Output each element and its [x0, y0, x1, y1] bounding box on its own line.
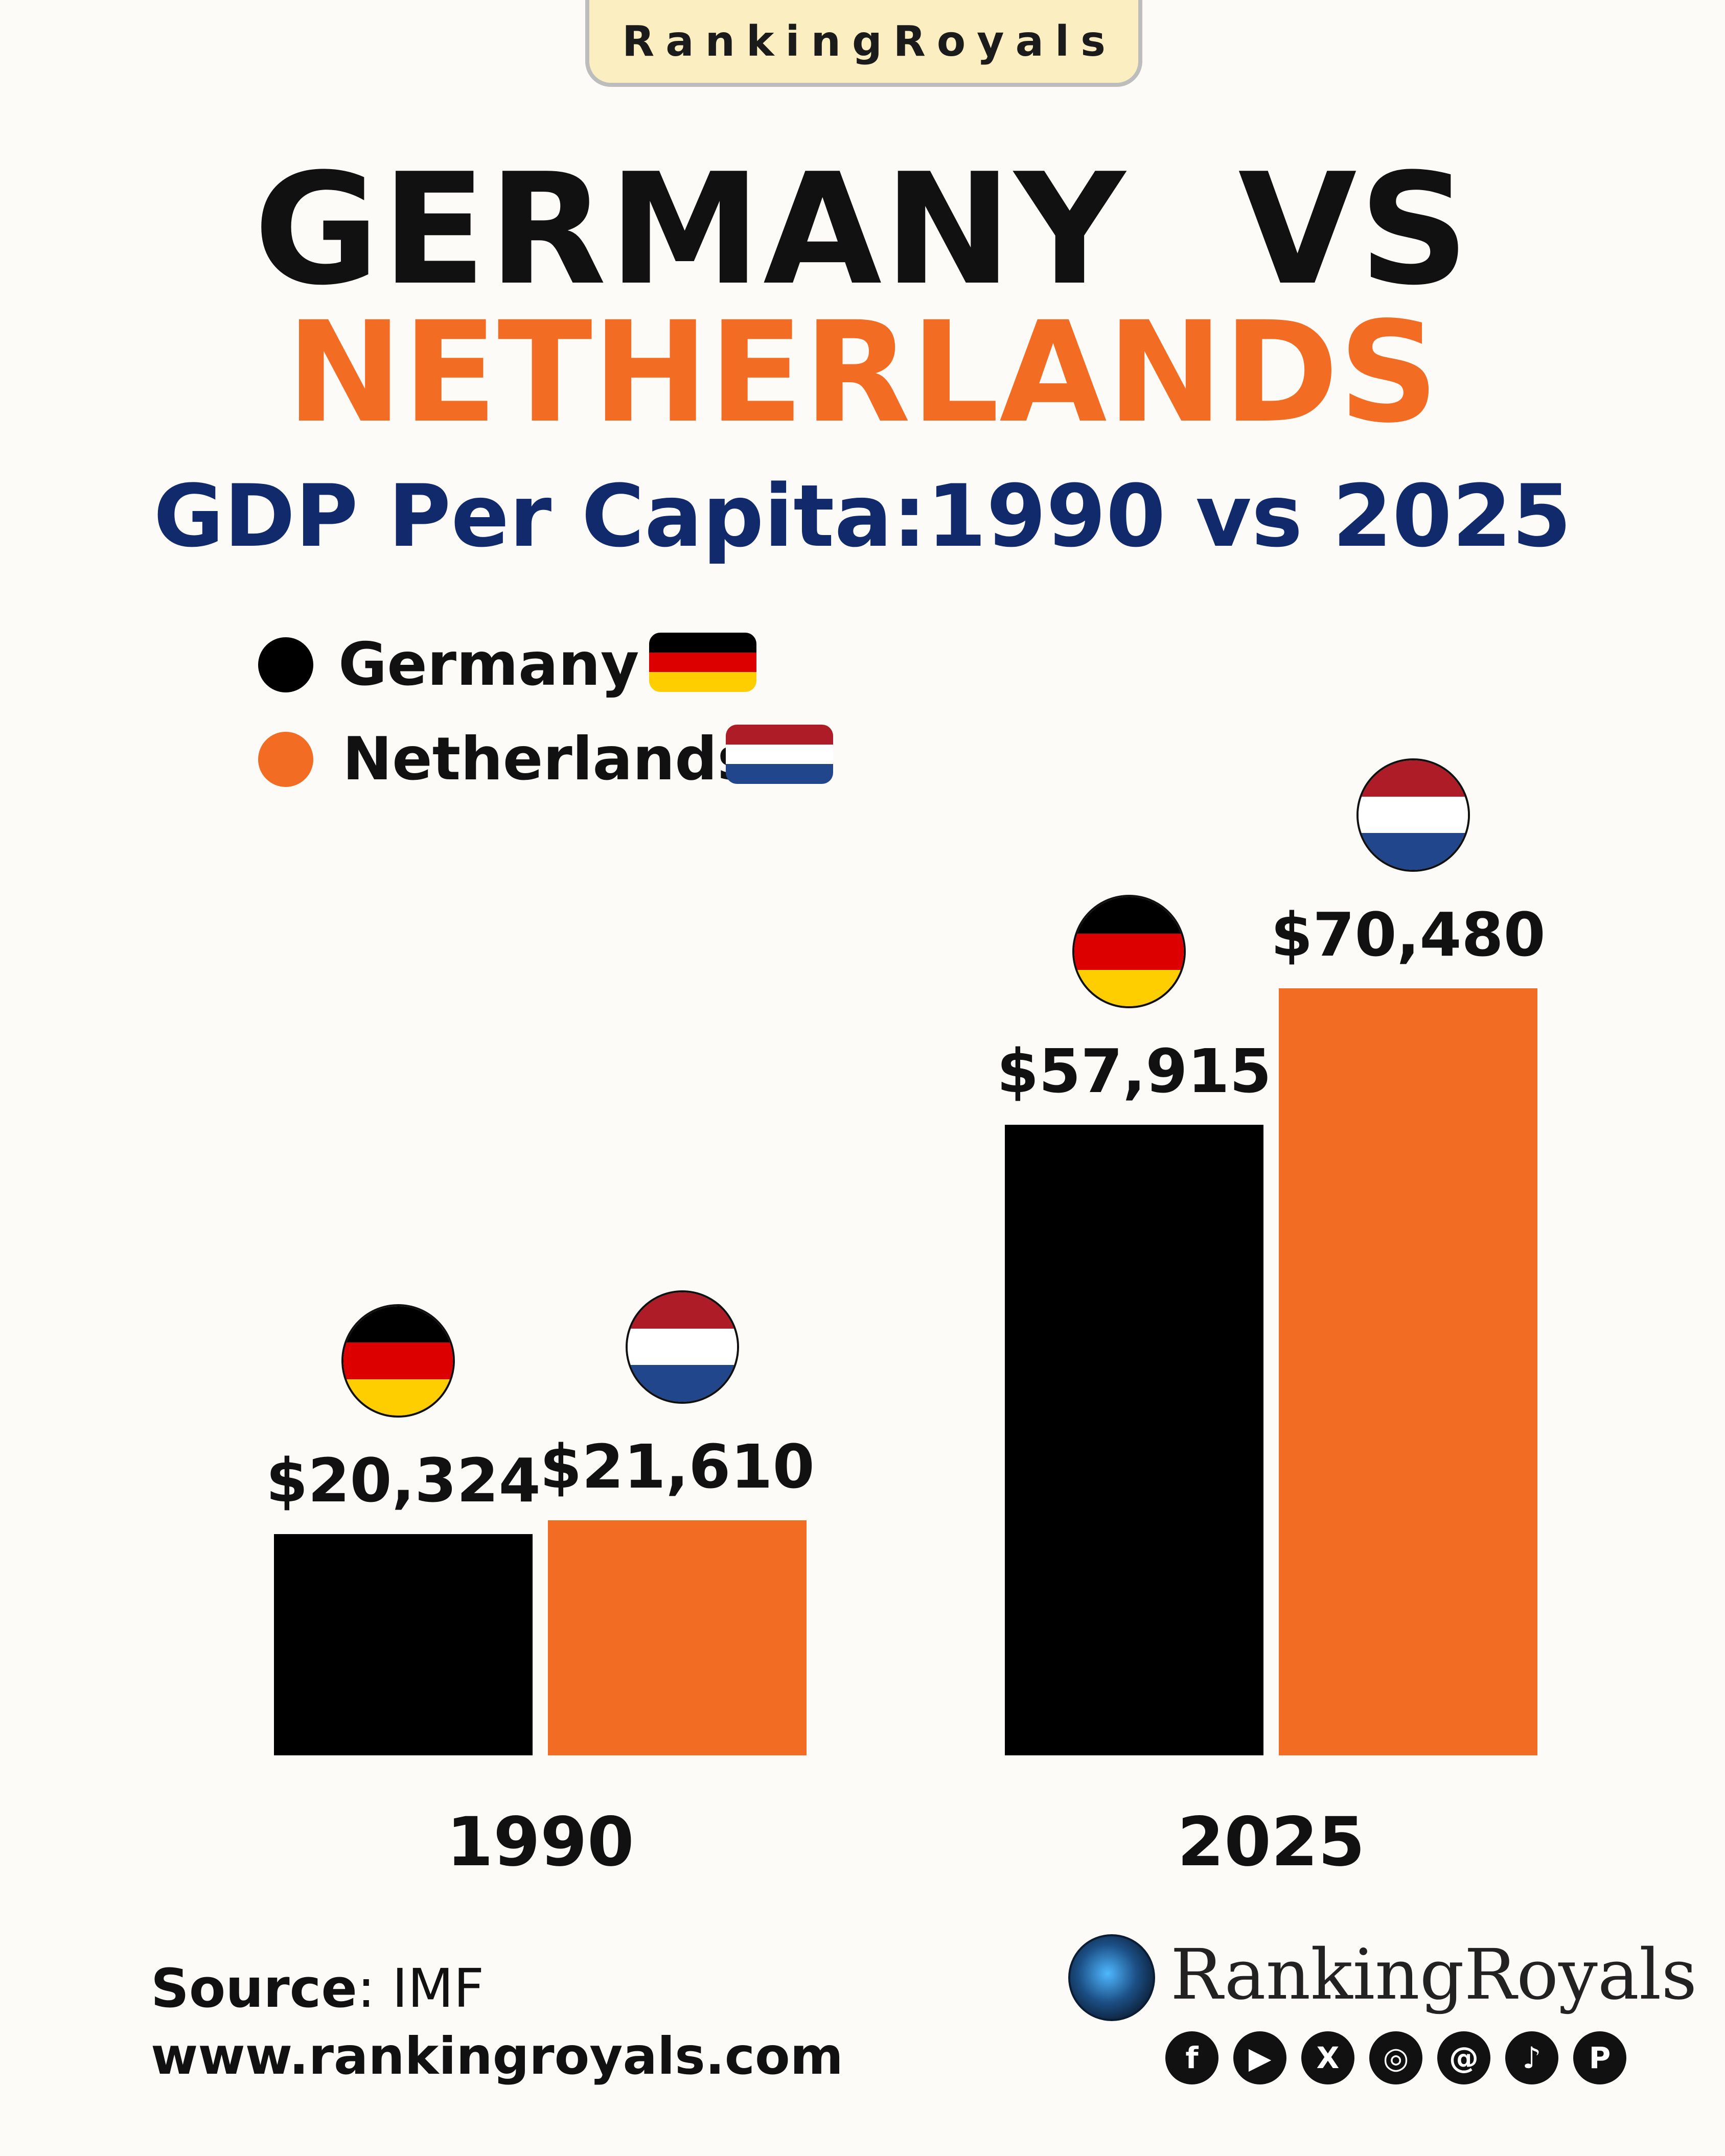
bar-germany-2025 — [1005, 1125, 1263, 1755]
germany-flag-circle-icon — [1072, 895, 1186, 1009]
source-value: : IMF — [357, 1957, 485, 2020]
website-link[interactable]: www.rankingroyals.com — [151, 2026, 843, 2086]
bar-germany-1990 — [274, 1534, 533, 1755]
facebook-icon[interactable]: f — [1165, 2031, 1218, 2084]
value-label-germany-2025: $57,915 — [997, 1036, 1272, 1107]
netherlands-flag-icon — [726, 725, 833, 784]
youtube-icon[interactable]: ▶ — [1233, 2031, 1286, 2084]
category-label-2025: 2025 — [1177, 1803, 1365, 1882]
category-label-1990: 1990 — [446, 1803, 634, 1882]
brand-badge: RankingRoyals — [585, 0, 1142, 87]
source-note: Source: IMF — [151, 1957, 484, 2020]
value-label-netherlands-2025: $70,480 — [1271, 899, 1546, 970]
tiktok-icon[interactable]: ♪ — [1505, 2031, 1558, 2084]
brand-globe-logo-icon — [1068, 1934, 1155, 2021]
legend-dot-netherlands — [258, 732, 313, 787]
threads-icon[interactable]: @ — [1437, 2031, 1490, 2084]
bar-netherlands-1990 — [548, 1520, 807, 1755]
bar-netherlands-2025 — [1279, 988, 1537, 1755]
legend-label-germany: Germany — [338, 630, 639, 699]
netherlands-flag-circle-icon — [1356, 758, 1470, 872]
instagram-icon[interactable]: ◎ — [1369, 2031, 1422, 2084]
netherlands-flag-circle-icon — [626, 1290, 739, 1404]
x-icon[interactable]: X — [1301, 2031, 1354, 2084]
pinterest-icon[interactable]: P — [1573, 2031, 1626, 2084]
title-line-1: GERMANY VS — [254, 141, 1471, 319]
brand-name: RankingRoyals — [1170, 1935, 1697, 2015]
value-label-netherlands-1990: $21,610 — [540, 1431, 815, 1502]
source-label: Source — [151, 1957, 357, 2020]
legend-dot-germany — [258, 637, 313, 692]
germany-flag-circle-icon — [341, 1304, 455, 1418]
value-label-germany-1990: $20,324 — [266, 1445, 541, 1516]
title-line-2: NETHERLANDS — [286, 292, 1439, 454]
chart-subtitle: GDP Per Capita:1990 vs 2025 — [153, 466, 1572, 566]
legend-label-netherlands: Netherlands — [342, 725, 753, 794]
germany-flag-icon — [649, 633, 756, 692]
